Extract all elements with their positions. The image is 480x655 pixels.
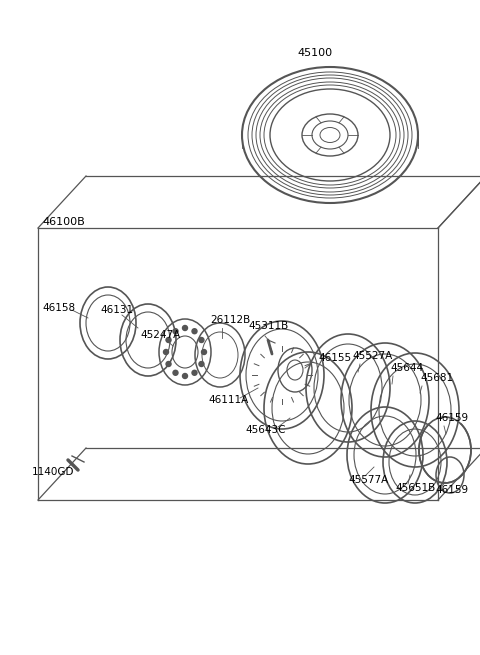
Circle shape [166, 337, 171, 343]
Circle shape [164, 350, 168, 354]
Text: 46100B: 46100B [42, 217, 85, 227]
Text: 46159: 46159 [435, 485, 468, 495]
Circle shape [202, 350, 206, 354]
Circle shape [173, 329, 178, 333]
Text: 45651B: 45651B [395, 483, 435, 493]
Circle shape [182, 326, 188, 331]
Text: 45643C: 45643C [245, 425, 286, 435]
Circle shape [192, 370, 197, 375]
Text: 46158: 46158 [42, 303, 75, 313]
Text: 1140GD: 1140GD [32, 467, 74, 477]
Text: 45247A: 45247A [140, 330, 180, 340]
Circle shape [166, 362, 171, 367]
Text: 45577A: 45577A [348, 475, 388, 485]
Text: 45681: 45681 [420, 373, 453, 383]
Circle shape [199, 362, 204, 367]
Text: 46155: 46155 [318, 353, 351, 363]
Circle shape [182, 373, 188, 379]
Text: 46159: 46159 [435, 413, 468, 423]
Text: 45311B: 45311B [248, 321, 288, 331]
Text: 46111A: 46111A [208, 395, 248, 405]
Circle shape [173, 370, 178, 375]
Text: 45644: 45644 [390, 363, 423, 373]
Circle shape [192, 329, 197, 333]
Text: 26112B: 26112B [210, 315, 250, 325]
Text: 46131: 46131 [100, 305, 133, 315]
Text: 45100: 45100 [298, 48, 333, 58]
Circle shape [199, 337, 204, 343]
Text: 45527A: 45527A [352, 351, 392, 361]
